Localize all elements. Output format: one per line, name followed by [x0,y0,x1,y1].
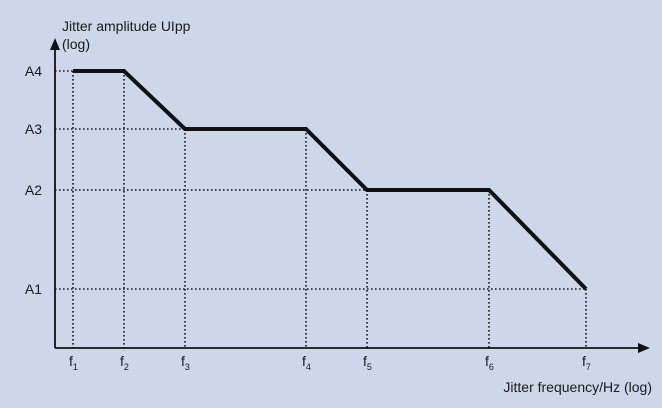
x-label: f6 [485,353,494,372]
x-axis-title: Jitter frequency/Hz (log) [503,379,652,395]
x-label: f4 [302,353,311,372]
y-axis-arrow [50,38,60,50]
y-label: A2 [25,182,42,198]
y-label: A3 [25,121,42,137]
x-label: f7 [582,353,591,372]
x-label: f3 [181,353,190,372]
x-axis-arrow [638,343,650,353]
guides [55,70,587,348]
y-label: A1 [25,281,42,297]
x-label: f1 [69,353,78,372]
y-axis-title: Jitter amplitude UIpp [62,18,191,34]
y-axis-scale-note: (log) [62,36,90,52]
tolerance-mask [73,69,588,291]
x-label: f5 [363,353,372,372]
x-labels: f1 f2 f3 f4 f5 f6 f7 [69,353,591,372]
x-label: f2 [120,353,129,372]
y-label: A4 [25,63,42,79]
